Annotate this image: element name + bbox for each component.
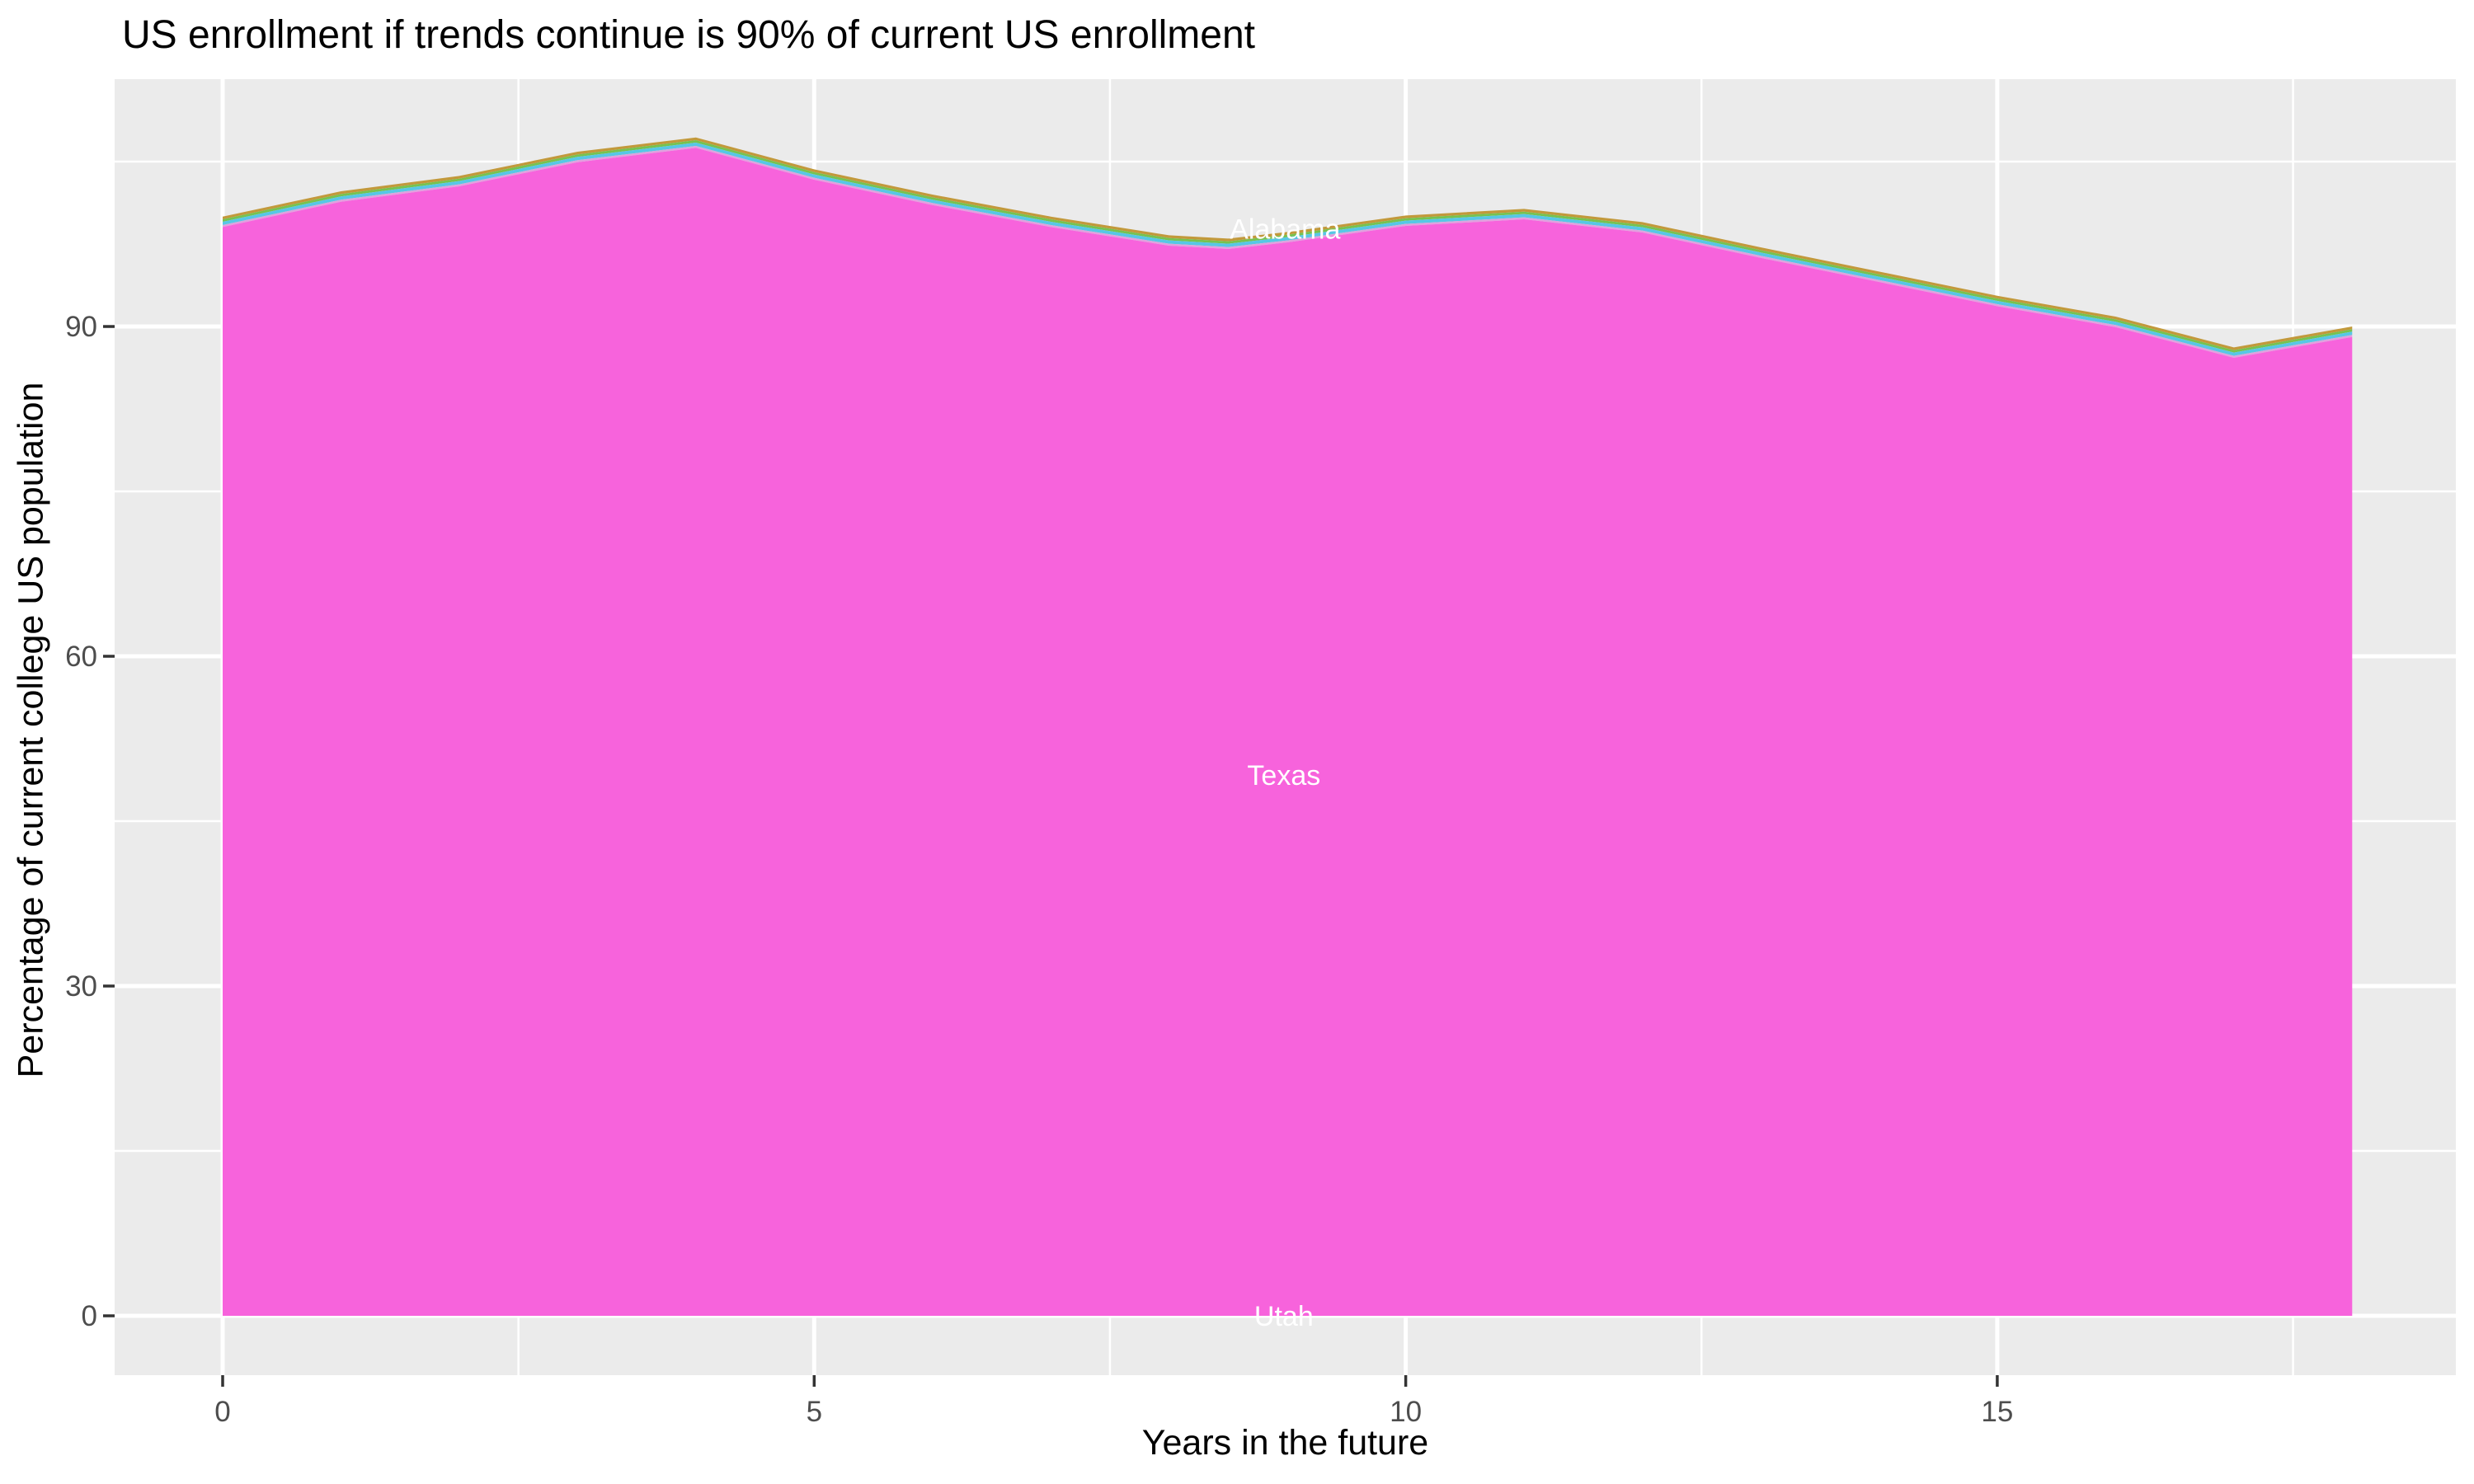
- x-tick-label: 10: [1390, 1396, 1422, 1428]
- x-tick-label: 5: [807, 1396, 822, 1428]
- x-tick-label: 15: [1981, 1396, 2013, 1428]
- y-tick-label: 60: [65, 641, 97, 673]
- area-band-texas: [223, 148, 2353, 1316]
- x-axis-title: Years in the future: [1141, 1423, 1429, 1463]
- area-label-utah: Utah: [1254, 1301, 1314, 1332]
- x-tick-label: 0: [214, 1396, 230, 1428]
- y-tick-label: 90: [65, 311, 97, 343]
- chart-title: US enrollment if trends continue is 90% …: [122, 13, 1255, 57]
- y-tick-label: 0: [82, 1300, 97, 1332]
- y-tick-label: 30: [65, 970, 97, 1003]
- area-label-alabama: Alabama: [1230, 214, 1340, 245]
- area-label-texas: Texas: [1247, 760, 1320, 791]
